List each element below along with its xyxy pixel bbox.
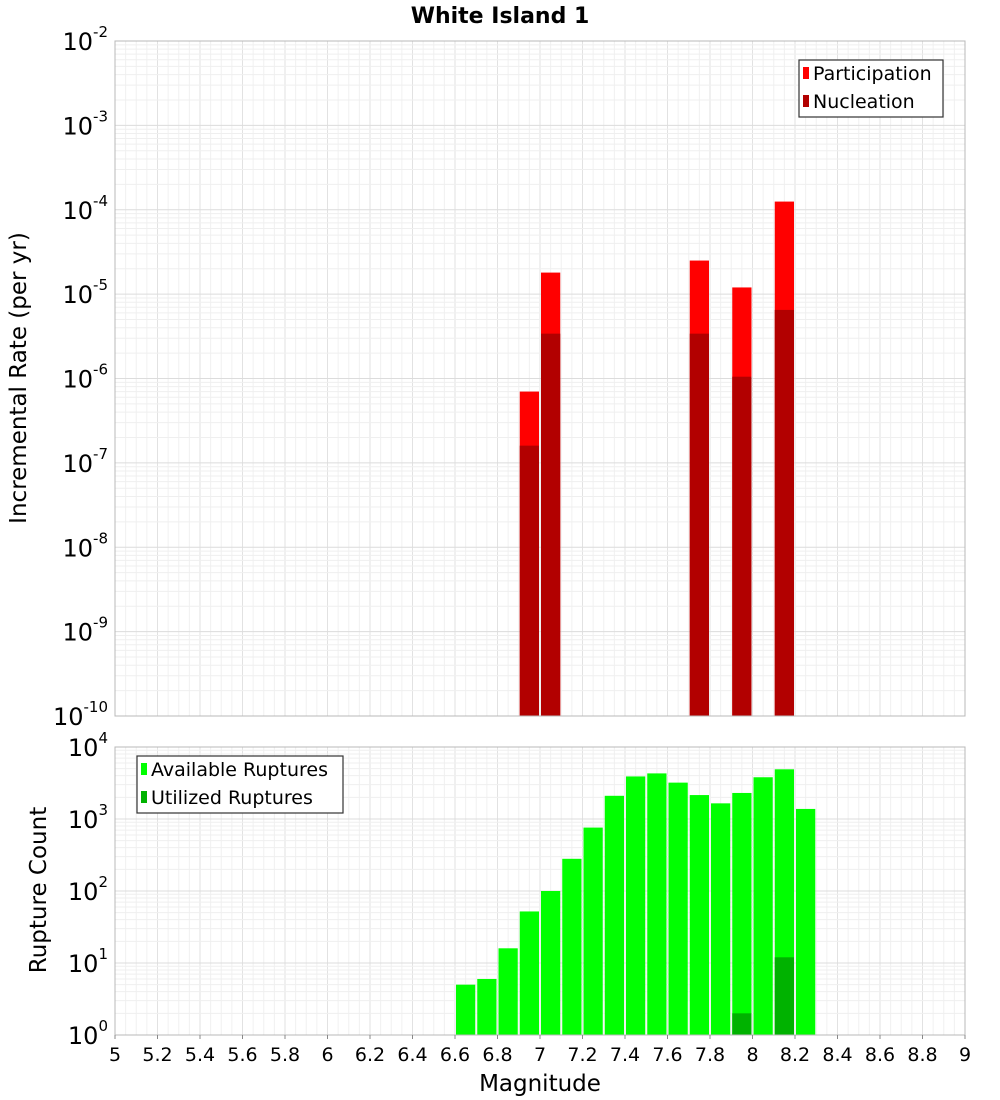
bar [519,445,539,716]
bar [689,795,709,1035]
bar [647,773,667,1035]
chart-title: White Island 1 [411,4,590,29]
y-tick-label: 10-3 [62,107,108,140]
bar [519,911,539,1035]
y-tick-label: 104 [68,729,108,762]
x-tick-label: 9 [959,1044,971,1066]
legend: Participation Nucleation [798,59,944,118]
legend-swatch [141,763,147,775]
legend-label: Participation [813,63,932,85]
bar [541,333,561,716]
x-tick-label: 5.6 [227,1044,257,1066]
y-tick-label: 10-6 [62,361,108,394]
y-tick-label: 103 [68,801,108,834]
y-tick-label: 10-4 [62,192,108,225]
bar [626,776,646,1035]
bar [583,827,603,1035]
bar [732,376,752,716]
bar [562,858,582,1035]
legend: Available Ruptures Utilized Ruptures [136,755,344,814]
plot-frame [114,40,966,717]
x-tick-label: 7.6 [652,1044,682,1066]
y-tick-label: 10-9 [62,614,108,647]
x-tick-label: 5.4 [185,1044,215,1066]
y-tick-label: 10-2 [62,23,108,56]
y-tick-label: 101 [68,945,108,978]
legend-box [798,59,944,118]
panel-rate: 10-10 10-9 10-8 10-7 10-6 10-5 10-4 10-3 10-2 Par… [53,23,966,731]
top-y-axis-label: Incremental Rate (per yr) [6,232,32,524]
bar [711,803,731,1035]
grid-lines [114,41,966,717]
y-tick-label: 10-8 [62,529,108,562]
legend-label: Utilized Ruptures [151,787,313,809]
bar [498,948,518,1035]
bar [477,978,497,1035]
x-tick-label: 6.4 [397,1044,427,1066]
y-tick-label: 10-7 [62,445,108,478]
bar [796,808,816,1035]
x-tick-label: 8.4 [822,1044,852,1066]
x-tick-label: 7 [534,1044,546,1066]
bar [668,782,688,1035]
x-tick-label: 7.4 [610,1044,640,1066]
legend-swatch [803,95,809,107]
bar [774,309,794,716]
x-tick-label: 8.6 [865,1044,895,1066]
x-tick-label: 8 [746,1044,758,1066]
x-tick-label: 8.2 [780,1044,810,1066]
x-axis-label: Magnitude [479,1071,601,1097]
bar [732,1013,752,1035]
x-tick-label: 6.8 [482,1044,512,1066]
x-tick-label: 8.8 [907,1044,937,1066]
x-tick-label: 7.2 [567,1044,597,1066]
bar [689,333,709,716]
series-utilized-ruptures [732,957,794,1035]
series-nucleation [519,309,794,716]
legend-swatch [803,67,809,79]
x-tick-label: 5.8 [270,1044,300,1066]
legend-label: Available Ruptures [151,759,328,781]
x-tick-label: 6.2 [355,1044,385,1066]
series-available-ruptures [456,769,816,1035]
bar [541,891,561,1035]
y-tick-label: 10-10 [53,698,108,731]
y-tick-label: 102 [68,873,108,906]
y-tick-label: 10-5 [62,276,108,309]
bar [456,984,476,1035]
legend-swatch [141,791,147,803]
bar [774,957,794,1035]
legend-box [136,755,344,814]
y-tick-label: 100 [68,1017,108,1050]
bottom-y-axis-label: Rupture Count [26,807,52,973]
legend-label: Nucleation [813,91,915,113]
x-tick-label: 6 [321,1044,333,1066]
x-tick-label: 7.8 [695,1044,725,1066]
bar [753,777,773,1035]
bar [604,795,624,1035]
bar [732,792,752,1035]
panel-count: 100 101 102 103 104 5 5.2 5.4 5.6 5.8 6 6.2 6.4 6.6 6.… [68,729,971,1066]
x-tick-label: 5 [109,1044,121,1066]
x-tick-label: 6.6 [440,1044,470,1066]
x-tick-label: 5.2 [142,1044,172,1066]
